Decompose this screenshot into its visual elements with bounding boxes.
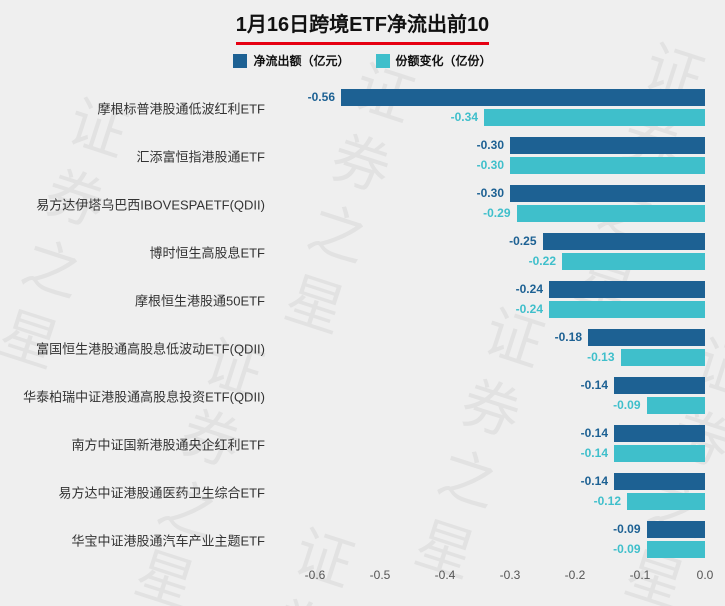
bar-value-label: -0.12	[593, 494, 621, 508]
bar-net-outflow	[614, 425, 705, 442]
bar-value-label: -0.34	[450, 110, 478, 124]
bar-value-label: -0.14	[580, 378, 608, 392]
bar-value-label: -0.56	[307, 90, 335, 104]
chart-header: 1月16日跨境ETF净流出前10	[0, 8, 725, 45]
chart-row: 易方达中证港股通医药卫生综合ETF -0.14 -0.12	[0, 468, 725, 516]
bar-value-label: -0.30	[476, 158, 504, 172]
legend-label-share-change: 份额变化（亿份）	[395, 54, 492, 68]
bar-value-label: -0.09	[613, 398, 641, 412]
chart-row: 博时恒生高股息ETF -0.25 -0.22	[0, 228, 725, 276]
legend: 净流出额（亿元） 份额变化（亿份）	[0, 52, 725, 69]
bar-value-label: -0.24	[515, 302, 543, 316]
bar-value-label: -0.09	[613, 522, 641, 536]
category-label: 华宝中证港股通汽车产业主题ETF	[71, 533, 265, 549]
category-label: 华泰柏瑞中证港股通高股息投资ETF(QDII)	[23, 389, 265, 405]
bar-share-change	[627, 493, 705, 510]
bar-net-outflow	[646, 521, 705, 538]
chart-row: 华泰柏瑞中证港股通高股息投资ETF(QDII) -0.14 -0.09	[0, 372, 725, 420]
category-label: 富国恒生港股通高股息低波动ETF(QDII)	[36, 341, 265, 357]
chart-row: 易方达伊塔乌巴西IBOVESPAETF(QDII) -0.30 -0.29	[0, 180, 725, 228]
bar-share-change	[549, 301, 705, 318]
bar-share-change	[562, 253, 705, 270]
bar-share-change	[484, 109, 705, 126]
bar-net-outflow	[510, 185, 705, 202]
legend-swatch-outflow	[233, 53, 248, 68]
bar-value-label: -0.18	[554, 330, 582, 344]
bar-share-change	[614, 445, 705, 462]
bar-value-label: -0.22	[528, 254, 556, 268]
bar-value-label: -0.14	[580, 426, 608, 440]
bar-value-label: -0.09	[613, 542, 641, 556]
category-label: 汇添富恒指港股通ETF	[136, 149, 265, 165]
category-label: 南方中证国新港股通央企红利ETF	[71, 437, 265, 453]
legend-item-outflow: 净流出额（亿元）	[233, 52, 350, 69]
bar-net-outflow	[510, 137, 705, 154]
bar-value-label: -0.30	[476, 186, 504, 200]
legend-label-outflow: 净流出额（亿元）	[253, 54, 350, 68]
chart-row: 摩根标普港股通低波红利ETF -0.56 -0.34	[0, 84, 725, 132]
bar-net-outflow	[549, 281, 705, 298]
bar-share-change	[620, 349, 705, 366]
x-tick-label: -0.5	[369, 568, 391, 582]
category-label: 易方达伊塔乌巴西IBOVESPAETF(QDII)	[36, 197, 265, 213]
x-tick-label: -0.1	[629, 568, 651, 582]
chart-row: 富国恒生港股通高股息低波动ETF(QDII) -0.18 -0.13	[0, 324, 725, 372]
bar-value-label: -0.13	[587, 350, 615, 364]
bar-share-change	[646, 541, 705, 558]
category-label: 易方达中证港股通医药卫生综合ETF	[58, 485, 265, 501]
x-tick-label: -0.4	[434, 568, 456, 582]
bar-net-outflow	[614, 473, 705, 490]
chart-row: 华宝中证港股通汽车产业主题ETF -0.09 -0.09	[0, 516, 725, 564]
bar-net-outflow	[542, 233, 705, 250]
bar-net-outflow	[588, 329, 705, 346]
bar-share-change	[510, 157, 705, 174]
legend-item-share-change: 份额变化（亿份）	[375, 52, 492, 69]
bar-value-label: -0.25	[509, 234, 537, 248]
category-label: 摩根标普港股通低波红利ETF	[97, 101, 265, 117]
x-tick-label: -0.2	[564, 568, 586, 582]
chart-row: 南方中证国新港股通央企红利ETF -0.14 -0.14	[0, 420, 725, 468]
bar-value-label: -0.24	[515, 282, 543, 296]
x-axis: -0.6 -0.5 -0.4 -0.3 -0.2 -0.1 0.0	[0, 568, 725, 588]
bar-value-label: -0.14	[580, 474, 608, 488]
bar-net-outflow	[614, 377, 705, 394]
plot-area: 摩根标普港股通低波红利ETF -0.56 -0.34 汇添富恒指港股通ETF -0.30…	[0, 84, 725, 564]
chart-row: 汇添富恒指港股通ETF -0.30 -0.30	[0, 132, 725, 180]
bar-share-change	[516, 205, 705, 222]
x-tick-label: -0.3	[499, 568, 521, 582]
bar-value-label: -0.14	[580, 446, 608, 460]
chart-title: 1月16日跨境ETF净流出前10	[235, 8, 490, 45]
bar-net-outflow	[341, 89, 705, 106]
bar-share-change	[646, 397, 705, 414]
chart-row: 摩根恒生港股通50ETF -0.24 -0.24	[0, 276, 725, 324]
legend-swatch-share-change	[375, 53, 390, 68]
bar-value-label: -0.29	[483, 206, 511, 220]
x-tick-label: -0.6	[304, 568, 326, 582]
category-label: 博时恒生高股息ETF	[149, 245, 265, 261]
category-label: 摩根恒生港股通50ETF	[134, 293, 265, 309]
x-tick-label: 0.0	[696, 568, 714, 582]
bar-value-label: -0.30	[476, 138, 504, 152]
